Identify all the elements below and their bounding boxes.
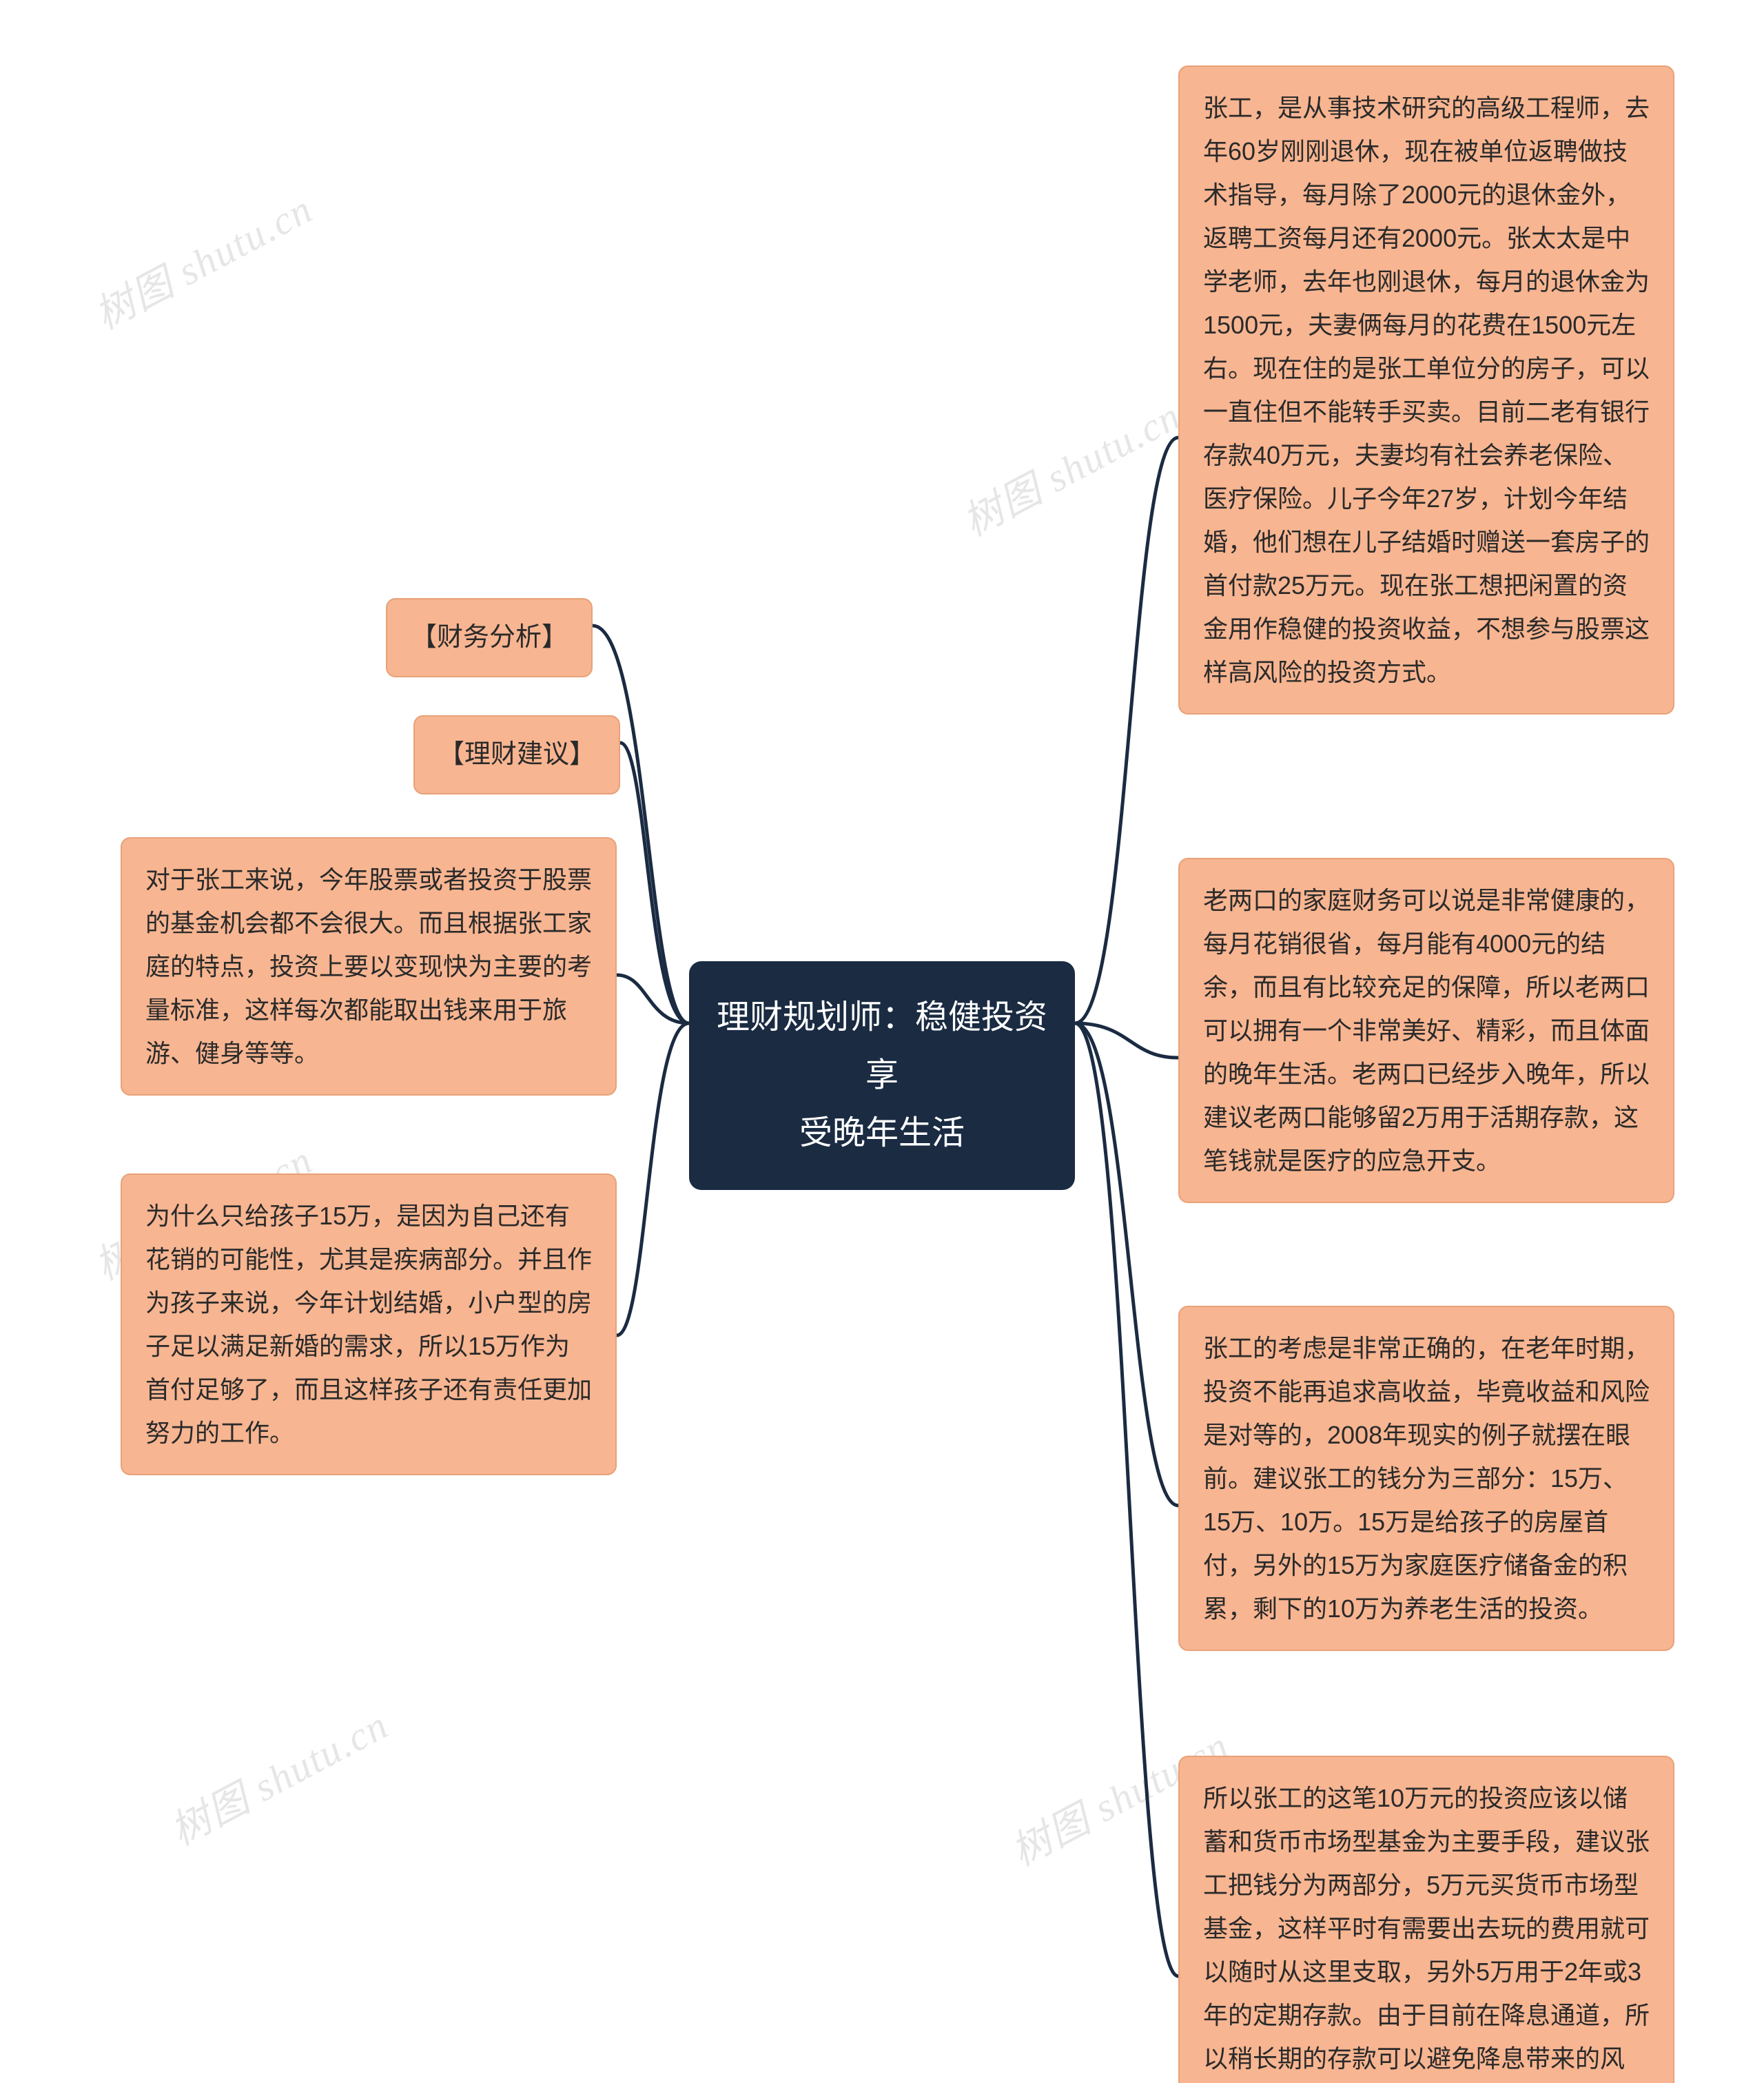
right-node-allocation: 张工的考虑是非常正确的，在老年时期，投资不能再追求高收益，毕竟收益和风险是对等的… [1178,1306,1674,1651]
watermark: 树图 shutu.cn [83,177,321,340]
left-node-advice: 【理财建议】 [413,715,620,794]
left-node-stock-advice: 对于张工来说，今年股票或者投资于股票的基金机会都不会很大。而且根据张工家庭的特点… [121,837,617,1096]
node-text: 张工的考虑是非常正确的，在老年时期，投资不能再追求高收益，毕竟收益和风险是对等的… [1203,1334,1650,1623]
node-text: 老两口的家庭财务可以说是非常健康的，每月花销很省，每月能有4000元的结余，而且… [1203,886,1650,1175]
watermark: 树图 shutu.cn [951,384,1189,547]
right-node-background: 张工，是从事技术研究的高级工程师，去年60岁刚刚退休，现在被单位返聘做技术指导，… [1178,65,1674,715]
node-text: 所以张工的这笔10万元的投资应该以储蓄和货币市场型基金为主要手段，建议张工把钱分… [1203,1784,1650,2083]
left-node-child-fifteen: 为什么只给孩子15万，是因为自己还有花销的可能性，尤其是疾病部分。并且作为孩子来… [121,1173,617,1475]
center-title-line2: 受晚年生活 [799,1115,965,1151]
node-text: 【理财建议】 [438,740,595,769]
right-node-investment-plan: 所以张工的这笔10万元的投资应该以储蓄和货币市场型基金为主要手段，建议张工把钱分… [1178,1756,1674,2083]
right-node-family-finance: 老两口的家庭财务可以说是非常健康的，每月花销很省，每月能有4000元的结余，而且… [1178,858,1674,1203]
center-topic: 理财规划师：稳健投资享 受晚年生活 [689,961,1075,1190]
center-title-line1: 理财规划师：稳健投资享 [717,999,1047,1094]
node-text: 张工，是从事技术研究的高级工程师，去年60岁刚刚退休，现在被单位返聘做技术指导，… [1203,94,1650,686]
node-text: 为什么只给孩子15万，是因为自己还有花销的可能性，尤其是疾病部分。并且作为孩子来… [145,1202,592,1447]
left-node-financial-analysis: 【财务分析】 [386,598,593,677]
node-text: 【财务分析】 [411,623,568,652]
watermark: 树图 shutu.cn [158,1693,397,1856]
node-text: 对于张工来说，今年股票或者投资于股票的基金机会都不会很大。而且根据张工家庭的特点… [145,865,592,1067]
